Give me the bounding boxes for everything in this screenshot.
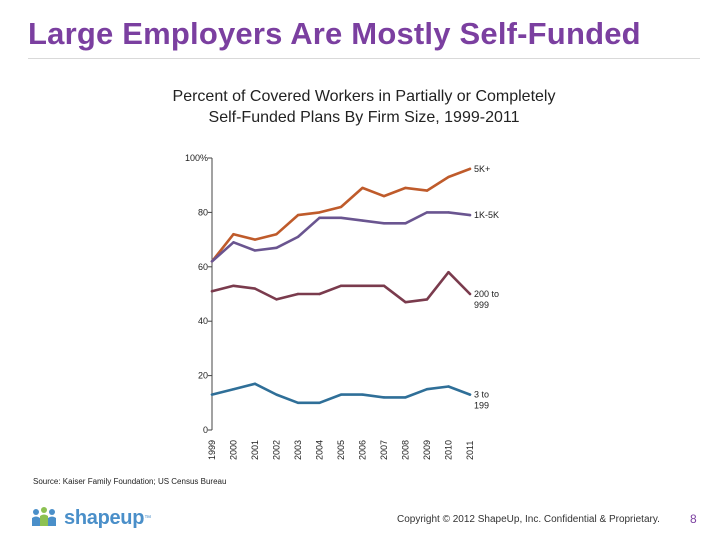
- shapeup-logo: shapeup ™: [30, 506, 151, 530]
- data-point: [318, 211, 321, 214]
- people-logo-icon: [32, 507, 56, 526]
- data-point: [210, 290, 214, 293]
- y-tick-label: 60: [198, 262, 208, 272]
- data-point: [253, 238, 257, 241]
- data-point: [318, 401, 321, 404]
- data-point: [253, 287, 257, 290]
- data-point: [361, 186, 364, 190]
- data-point: [339, 393, 343, 396]
- chart-title: Percent of Covered Workers in Partially …: [112, 86, 616, 128]
- x-tick-label: 2010: [444, 440, 454, 460]
- data-point: [232, 232, 235, 236]
- x-tick-label: 2006: [358, 440, 368, 460]
- x-tick-label: 2001: [250, 440, 260, 460]
- series-line: [210, 382, 472, 405]
- title-divider: [28, 58, 700, 59]
- data-point: [210, 260, 214, 263]
- data-point: [361, 393, 364, 396]
- series-label: 1K-5K: [474, 210, 499, 220]
- data-point: [275, 393, 278, 396]
- data-point: [296, 292, 300, 296]
- data-point: [447, 385, 450, 388]
- data-point: [382, 396, 386, 399]
- data-point: [447, 271, 450, 274]
- x-tick-label: 2004: [315, 440, 325, 460]
- series-label: 999: [474, 300, 489, 310]
- data-point: [361, 219, 364, 222]
- series-line: [210, 270, 472, 304]
- data-point: [275, 298, 278, 301]
- logo-trademark: ™: [144, 514, 152, 522]
- data-point: [232, 284, 235, 288]
- data-point: [232, 388, 235, 391]
- y-tick-label: 0: [203, 425, 208, 435]
- data-point: [404, 186, 407, 190]
- x-tick-label: 2003: [293, 440, 303, 460]
- data-point: [361, 284, 364, 288]
- series-label: 3 to: [474, 390, 489, 400]
- data-point: [339, 205, 343, 209]
- data-point: [468, 167, 472, 171]
- source-note: Source: Kaiser Family Foundation; US Cen…: [33, 477, 227, 486]
- data-point: [210, 393, 214, 396]
- data-point: [447, 175, 450, 179]
- chart-title-line-1: Percent of Covered Workers in Partially …: [172, 88, 556, 105]
- data-point: [296, 401, 300, 404]
- data-point: [404, 222, 407, 225]
- x-tick-label: 2007: [379, 440, 389, 460]
- data-point: [382, 194, 386, 198]
- series-label: 199: [474, 401, 489, 411]
- copyright-text: Copyright © 2012 ShapeUp, Inc. Confident…: [397, 514, 660, 525]
- y-tick-label: 80: [198, 207, 208, 217]
- data-point: [232, 241, 235, 244]
- x-tick-label: 2009: [422, 440, 432, 460]
- series-label: 200 to: [474, 289, 499, 299]
- data-point: [404, 300, 407, 304]
- x-tick-label: 2002: [272, 440, 282, 460]
- data-point: [468, 393, 472, 396]
- data-point: [318, 292, 321, 296]
- x-tick-label: 2000: [229, 440, 239, 460]
- data-point: [275, 232, 278, 236]
- data-point: [382, 284, 386, 288]
- data-point: [296, 213, 300, 217]
- data-point: [275, 246, 278, 249]
- data-point: [425, 298, 429, 301]
- data-point: [253, 382, 257, 385]
- data-point: [382, 222, 386, 225]
- page-number: 8: [690, 512, 697, 526]
- data-point: [447, 211, 450, 214]
- x-tick-label: 2008: [401, 440, 411, 460]
- data-point: [468, 213, 472, 217]
- data-point: [468, 292, 472, 296]
- x-tick-label: 1999: [207, 440, 217, 460]
- series-line: [210, 211, 472, 263]
- data-point: [425, 388, 429, 391]
- data-point: [339, 216, 343, 220]
- data-point: [425, 189, 429, 192]
- data-point: [253, 249, 257, 252]
- y-tick-label: 40: [198, 316, 208, 326]
- data-point: [339, 284, 343, 288]
- y-tick-label: 100%: [185, 153, 208, 163]
- data-point: [318, 216, 321, 220]
- x-tick-label: 2005: [336, 440, 346, 460]
- slide-title: Large Employers Are Mostly Self-Funded: [28, 16, 641, 51]
- data-point: [425, 211, 429, 214]
- series-label: 5K+: [474, 164, 490, 174]
- data-point: [404, 396, 407, 399]
- data-point: [296, 235, 300, 239]
- chart-title-line-2: Self-Funded Plans By Firm Size, 1999-201…: [208, 109, 520, 126]
- x-tick-label: 2011: [465, 441, 475, 460]
- logo-wordmark: shapeup: [64, 506, 145, 529]
- y-tick-label: 20: [198, 371, 208, 381]
